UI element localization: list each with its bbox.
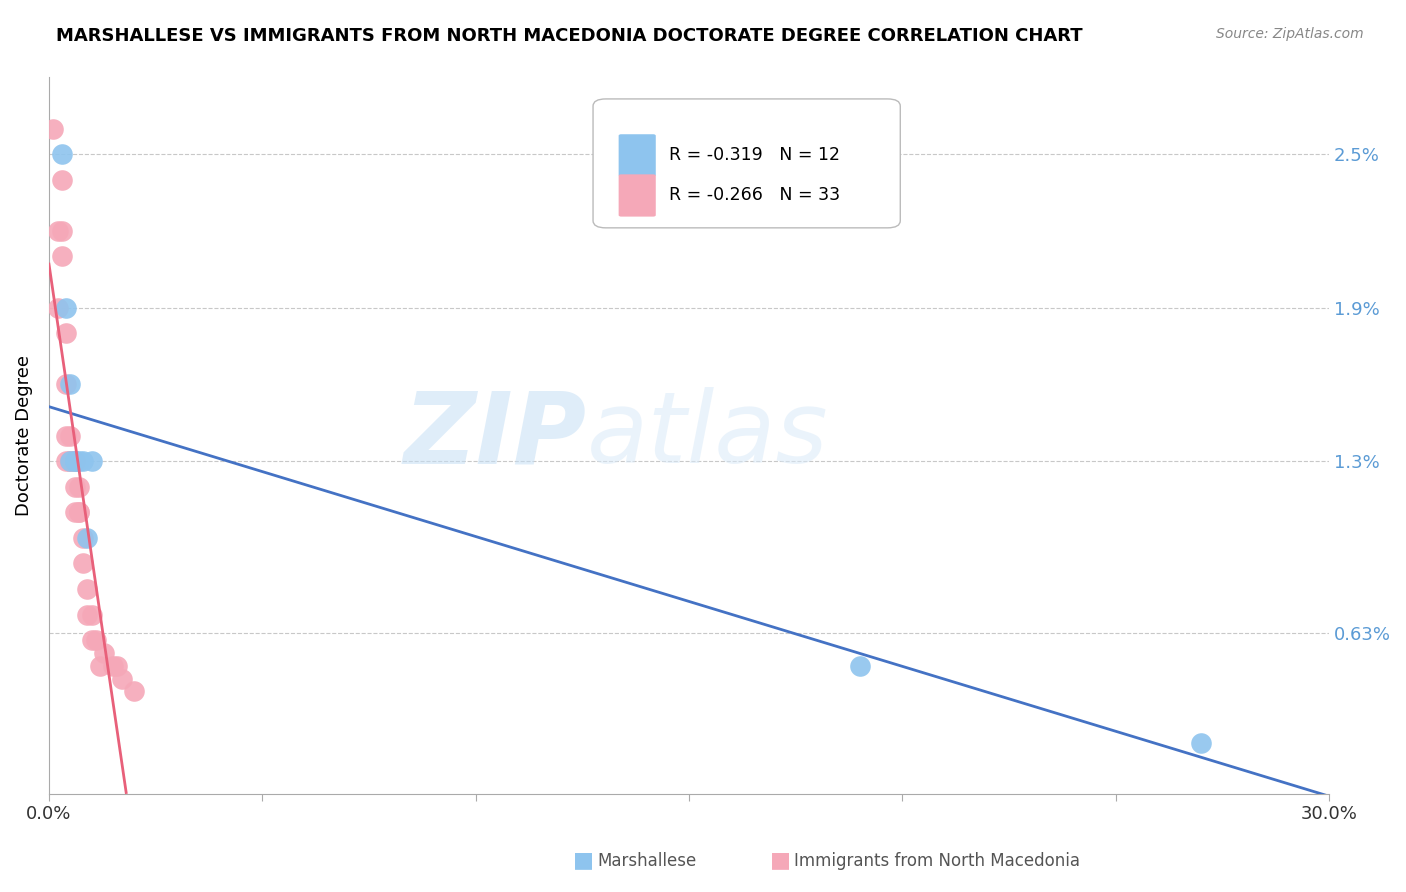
Point xyxy=(42,121,65,136)
Text: R = -0.266   N = 33: R = -0.266 N = 33 xyxy=(669,186,839,204)
Text: ■: ■ xyxy=(574,850,593,870)
Text: MARSHALLESE VS IMMIGRANTS FROM NORTH MACEDONIA DOCTORATE DEGREE CORRELATION CHAR: MARSHALLESE VS IMMIGRANTS FROM NORTH MAC… xyxy=(56,27,1083,45)
Point xyxy=(76,582,98,596)
Point xyxy=(67,505,90,519)
FancyBboxPatch shape xyxy=(593,99,900,227)
Point xyxy=(93,646,115,660)
Point xyxy=(72,454,94,468)
Text: atlas: atlas xyxy=(586,387,828,484)
Point xyxy=(59,377,82,392)
FancyBboxPatch shape xyxy=(619,134,655,177)
Point xyxy=(110,672,132,686)
Point xyxy=(55,326,77,341)
Point xyxy=(72,557,94,571)
Point xyxy=(63,505,86,519)
Text: Immigrants from North Macedonia: Immigrants from North Macedonia xyxy=(794,852,1080,870)
Text: R = -0.319   N = 12: R = -0.319 N = 12 xyxy=(669,146,839,164)
Text: ■: ■ xyxy=(770,850,790,870)
Text: Source: ZipAtlas.com: Source: ZipAtlas.com xyxy=(1216,27,1364,41)
Point xyxy=(63,454,86,468)
Point xyxy=(89,658,111,673)
Point xyxy=(59,454,82,468)
Point xyxy=(67,480,90,494)
Point xyxy=(55,301,77,315)
Point xyxy=(59,454,82,468)
Point xyxy=(63,480,86,494)
Point xyxy=(55,454,77,468)
Text: Marshallese: Marshallese xyxy=(598,852,697,870)
Point xyxy=(101,658,124,673)
Point xyxy=(51,250,73,264)
Point xyxy=(1189,735,1212,749)
Point xyxy=(80,607,103,622)
Point xyxy=(63,454,86,468)
Point xyxy=(46,301,69,315)
Point xyxy=(59,454,82,468)
Point xyxy=(72,531,94,545)
FancyBboxPatch shape xyxy=(619,174,655,217)
Point xyxy=(55,377,77,392)
Point xyxy=(80,454,103,468)
Point xyxy=(67,454,90,468)
Point xyxy=(76,531,98,545)
Point xyxy=(105,658,128,673)
Point xyxy=(848,658,870,673)
Text: ZIP: ZIP xyxy=(404,387,586,484)
Point xyxy=(80,633,103,648)
Y-axis label: Doctorate Degree: Doctorate Degree xyxy=(15,355,32,516)
Point xyxy=(51,147,73,161)
Point xyxy=(55,428,77,442)
Point xyxy=(63,454,86,468)
Point xyxy=(46,224,69,238)
Point xyxy=(51,224,73,238)
Point xyxy=(63,454,86,468)
Point xyxy=(59,428,82,442)
Point xyxy=(51,173,73,187)
Point xyxy=(84,633,107,648)
Point xyxy=(67,505,90,519)
Point xyxy=(124,684,146,698)
Point xyxy=(76,607,98,622)
